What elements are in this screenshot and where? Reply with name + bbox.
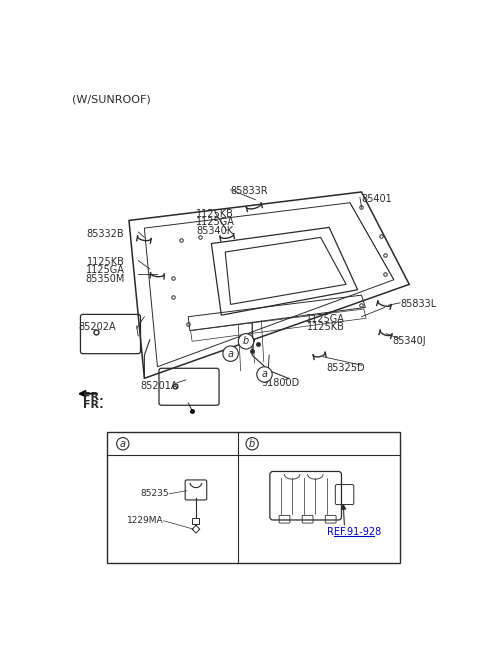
Text: (W/SUNROOF): (W/SUNROOF) xyxy=(72,95,151,105)
Text: 1125KB: 1125KB xyxy=(196,209,234,219)
Text: 1125GA: 1125GA xyxy=(85,265,124,275)
Text: 85340K: 85340K xyxy=(196,226,233,236)
Text: 85201A: 85201A xyxy=(141,381,178,391)
Circle shape xyxy=(257,367,272,382)
Text: 85833R: 85833R xyxy=(230,186,268,196)
Text: 85325D: 85325D xyxy=(327,363,365,373)
Text: 1229MA: 1229MA xyxy=(127,516,164,525)
Text: b: b xyxy=(249,439,255,448)
Circle shape xyxy=(117,437,129,450)
Text: a: a xyxy=(228,348,234,359)
Text: a: a xyxy=(262,369,267,380)
Circle shape xyxy=(223,346,238,361)
Text: 1125KB: 1125KB xyxy=(307,322,345,332)
Text: 85340J: 85340J xyxy=(392,336,426,346)
Text: 1125KB: 1125KB xyxy=(86,257,124,266)
Text: FR.: FR. xyxy=(83,400,103,410)
Bar xyxy=(108,432,400,563)
Circle shape xyxy=(246,437,258,450)
Text: FR.: FR. xyxy=(83,392,103,402)
Text: 91800D: 91800D xyxy=(262,378,300,388)
Text: 85350M: 85350M xyxy=(85,274,124,283)
Text: 1125GA: 1125GA xyxy=(196,217,235,228)
Text: 85833L: 85833L xyxy=(400,299,436,309)
Text: REF.91-928: REF.91-928 xyxy=(327,527,381,538)
Text: 85202A: 85202A xyxy=(78,322,116,332)
Text: 85332B: 85332B xyxy=(87,229,124,239)
Text: 85401: 85401 xyxy=(361,194,392,203)
Circle shape xyxy=(238,333,254,349)
Text: b: b xyxy=(243,336,249,346)
Text: a: a xyxy=(120,439,126,448)
Text: 85235: 85235 xyxy=(140,489,169,499)
Text: 1125GA: 1125GA xyxy=(306,313,345,324)
